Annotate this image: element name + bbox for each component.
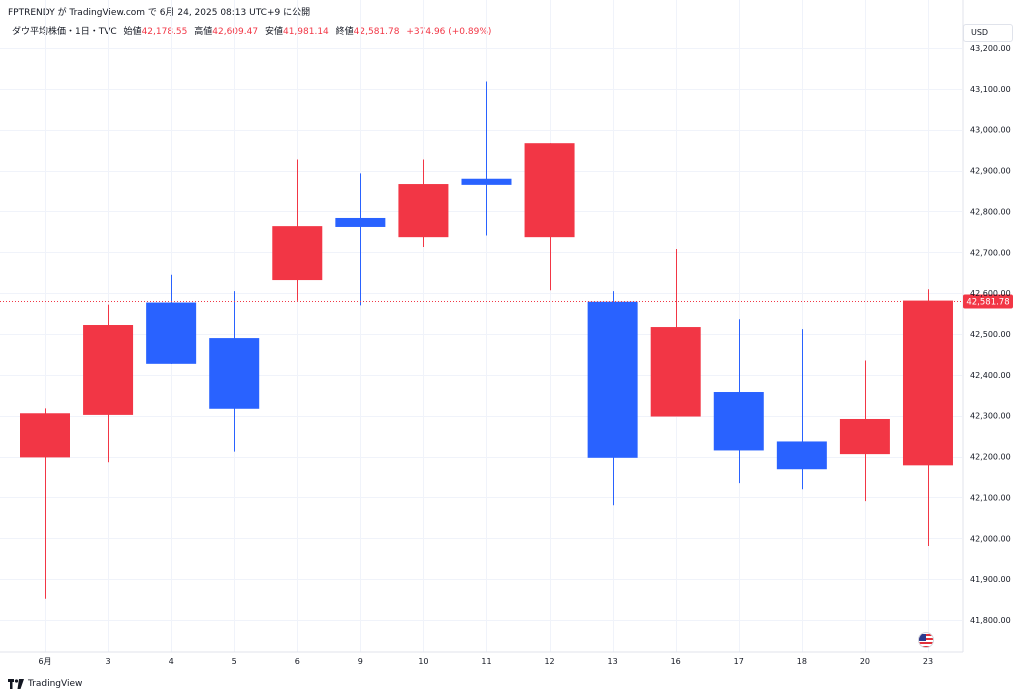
y-tick-label: 42,100.00 xyxy=(970,493,1011,502)
grid-lines xyxy=(0,0,962,652)
candle xyxy=(20,408,70,599)
current-price-tag xyxy=(963,294,1013,309)
current-price-label: 42,581.78 xyxy=(966,298,1009,308)
candle-body xyxy=(902,300,953,466)
open-label: 始値 xyxy=(123,27,142,37)
x-tick-label: 6 xyxy=(295,657,300,666)
candle xyxy=(776,329,827,490)
x-tick-label: 17 xyxy=(734,657,744,666)
y-tick-label: 42,600.00 xyxy=(970,289,1011,298)
x-tick-label: 18 xyxy=(797,657,807,666)
y-tick-label: 41,800.00 xyxy=(970,616,1011,625)
x-tick-label: 13 xyxy=(608,657,618,666)
candle xyxy=(272,159,323,301)
us-flag-icon[interactable] xyxy=(918,632,934,648)
candle xyxy=(587,291,638,506)
candle xyxy=(83,304,134,463)
y-tick-label: 43,000.00 xyxy=(970,126,1011,135)
candle xyxy=(461,81,512,236)
publish-header: FPTRENDY が TradingView.com で 6月 24, 2025… xyxy=(8,8,311,18)
candle xyxy=(209,291,260,452)
y-tick-label: 42,000.00 xyxy=(970,534,1011,543)
x-tick-label: 11 xyxy=(481,657,491,666)
y-tick-label: 42,900.00 xyxy=(970,167,1011,176)
candle-body xyxy=(83,325,134,415)
y-tick-label: 42,300.00 xyxy=(970,412,1011,421)
candle xyxy=(146,274,197,364)
symbol-title[interactable]: ダウ平均株価・1日・TVC xyxy=(12,27,117,37)
candle-body xyxy=(776,441,827,470)
candle-body xyxy=(146,302,197,364)
low-label: 安値 xyxy=(264,27,283,37)
candle-body xyxy=(524,143,575,238)
candle-body xyxy=(335,217,386,227)
candle-body xyxy=(839,418,890,455)
close-label: 終値 xyxy=(335,27,354,37)
time-axis: 6月 3 4 5 6 9 10 11 12 13 16 17 18 20 23 xyxy=(38,657,933,666)
y-tick-label: 43,100.00 xyxy=(970,85,1011,94)
ohlc-legend: ダウ平均株価・1日・TVC 始値42,178.55 高値42,609.47 安値… xyxy=(12,24,491,37)
candles xyxy=(20,81,953,599)
currency-selector[interactable]: USD xyxy=(963,24,1013,42)
candle-body xyxy=(713,392,764,451)
x-tick-label: 5 xyxy=(232,657,237,666)
high-label: 高値 xyxy=(194,27,213,37)
close-value: 42,581.78 xyxy=(353,27,400,37)
candle xyxy=(839,360,890,502)
x-tick-label: 10 xyxy=(418,657,428,666)
y-tick-label: 42,500.00 xyxy=(970,330,1011,339)
x-tick-label: 3 xyxy=(106,657,111,666)
x-tick-label: 20 xyxy=(860,657,870,666)
candle-body xyxy=(398,184,449,238)
change-value: +374.96 (+0.89%) xyxy=(406,27,492,37)
candle xyxy=(713,319,764,484)
y-tick-label: 41,900.00 xyxy=(970,575,1011,584)
footer-brand[interactable]: TradingView xyxy=(8,679,82,689)
candle-body xyxy=(587,301,638,458)
x-tick-label: 12 xyxy=(544,657,554,666)
candle xyxy=(524,143,575,291)
y-tick-label: 42,700.00 xyxy=(970,248,1011,257)
y-tick-label: 42,200.00 xyxy=(970,453,1011,462)
x-tick-label: 4 xyxy=(169,657,174,666)
candle xyxy=(398,159,449,247)
y-tick-label: 42,800.00 xyxy=(970,207,1011,216)
candle-body xyxy=(20,413,70,458)
x-tick-label: 9 xyxy=(358,657,363,666)
candle-body xyxy=(209,338,260,409)
price-axis: 43,200.00 43,100.00 43,000.00 42,900.00 42,8… xyxy=(970,44,1011,625)
tradingview-logo-icon xyxy=(8,679,24,689)
footer-brand-label: TradingView xyxy=(28,679,83,689)
x-tick-label: 16 xyxy=(671,657,681,666)
candle-body xyxy=(272,226,323,281)
y-tick-label: 42,400.00 xyxy=(970,371,1011,380)
x-tick-label: 6月 xyxy=(38,657,51,666)
candle xyxy=(335,173,386,306)
current-price-line: 42,581.78 xyxy=(0,294,1013,309)
candle-body xyxy=(650,327,701,417)
candle-body xyxy=(461,178,512,185)
low-value: 41,981.14 xyxy=(282,27,329,37)
high-value: 42,609.47 xyxy=(212,27,259,37)
candle xyxy=(650,249,701,417)
candle xyxy=(902,289,953,546)
open-value: 42,178.55 xyxy=(141,27,188,37)
y-tick-label: 43,200.00 xyxy=(970,44,1011,53)
x-tick-label: 23 xyxy=(923,657,933,666)
